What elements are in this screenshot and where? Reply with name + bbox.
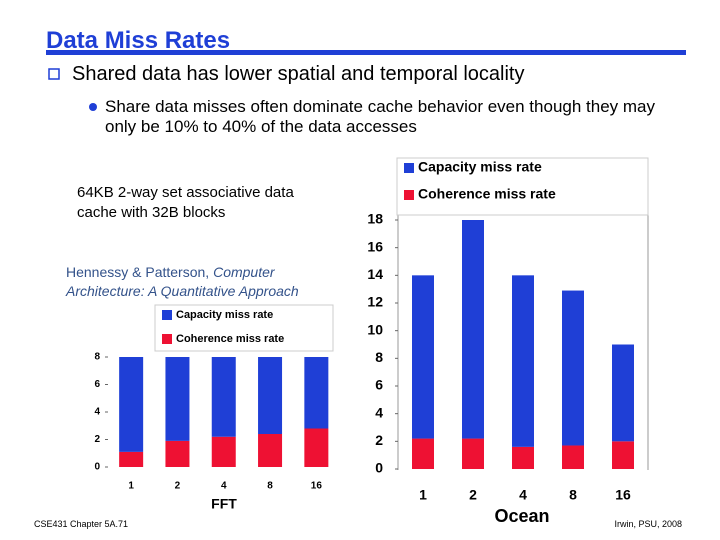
legend-label: Capacity miss rate	[418, 159, 542, 175]
y-tick-label: 14	[367, 266, 383, 282]
legend-label: Capacity miss rate	[176, 309, 273, 321]
bar-segment	[165, 440, 190, 467]
legend-label: Coherence miss rate	[418, 186, 556, 202]
bar-segment	[211, 436, 236, 467]
x-tick-label: 8	[267, 481, 273, 492]
bar-segment	[304, 428, 329, 467]
y-tick-label: 2	[94, 434, 100, 445]
legend-swatch	[404, 190, 414, 200]
x-tick-label: 4	[519, 487, 527, 503]
sub-bullet-dot	[89, 103, 97, 111]
x-axis-label: Ocean	[494, 506, 549, 526]
bar-segment	[304, 357, 329, 429]
y-tick-label: 16	[367, 238, 383, 254]
bar-segment	[119, 357, 144, 452]
bar-segment	[512, 446, 534, 469]
x-tick-label: 16	[311, 481, 323, 492]
y-tick-label: 8	[94, 352, 100, 363]
y-tick-label: 6	[94, 379, 100, 390]
citation: Hennessy & Patterson, Computer Architect…	[66, 263, 346, 301]
legend-swatch	[404, 163, 414, 173]
bar-segment	[258, 357, 283, 434]
bar-segment	[612, 344, 634, 442]
bar-segment	[412, 438, 434, 469]
y-tick-label: 10	[367, 321, 383, 337]
y-tick-label: 4	[375, 404, 383, 420]
x-tick-label: 2	[469, 487, 477, 503]
bar-segment	[211, 357, 236, 437]
caption: 64KB 2-way set associative data cache wi…	[77, 184, 294, 221]
y-tick-label: 0	[375, 460, 383, 476]
bar-segment	[562, 290, 584, 446]
bar-segment	[165, 357, 190, 441]
y-tick-label: 6	[375, 377, 383, 393]
y-tick-label: 18	[367, 211, 383, 227]
bar-segment	[412, 275, 434, 439]
footer-left: CSE431 Chapter 5A.71	[34, 519, 129, 529]
y-tick-label: 2	[375, 432, 383, 448]
legend-label: Coherence miss rate	[176, 333, 284, 345]
x-tick-label: 1	[419, 487, 427, 503]
x-tick-label: 2	[175, 481, 181, 492]
bullet-box	[48, 68, 60, 80]
legend-box	[154, 304, 334, 352]
bullet: Shared data has lower spatial and tempor…	[72, 63, 525, 85]
title-rule	[46, 50, 686, 55]
y-tick-label: 4	[94, 407, 100, 418]
bar-segment	[612, 441, 634, 469]
footer-right: Irwin, PSU, 2008	[614, 519, 682, 529]
bar-segment	[258, 434, 283, 467]
legend-swatch	[162, 310, 172, 320]
x-tick-label: 1	[128, 481, 134, 492]
x-tick-label: 16	[615, 487, 631, 503]
bar-segment	[462, 438, 484, 469]
bar-segment	[119, 451, 144, 467]
citation-book: Computer Architecture: A Quantitative Ap…	[66, 264, 299, 299]
x-tick-label: 4	[221, 481, 227, 492]
citation-authors: Hennessy & Patterson,	[66, 264, 214, 280]
y-tick-label: 12	[367, 294, 383, 310]
legend-swatch	[162, 334, 172, 344]
slide-title: Data Miss Rates	[46, 27, 231, 54]
bar-segment	[562, 445, 584, 469]
bar-segment	[462, 220, 484, 439]
legend-box	[396, 157, 649, 216]
bar-segment	[512, 275, 534, 447]
y-tick-label: 0	[94, 462, 100, 473]
x-axis-label: FFT	[211, 496, 237, 512]
sub-bullet: Share data misses often dominate cache b…	[105, 97, 656, 136]
y-tick-label: 8	[375, 349, 383, 365]
x-tick-label: 8	[569, 487, 577, 503]
